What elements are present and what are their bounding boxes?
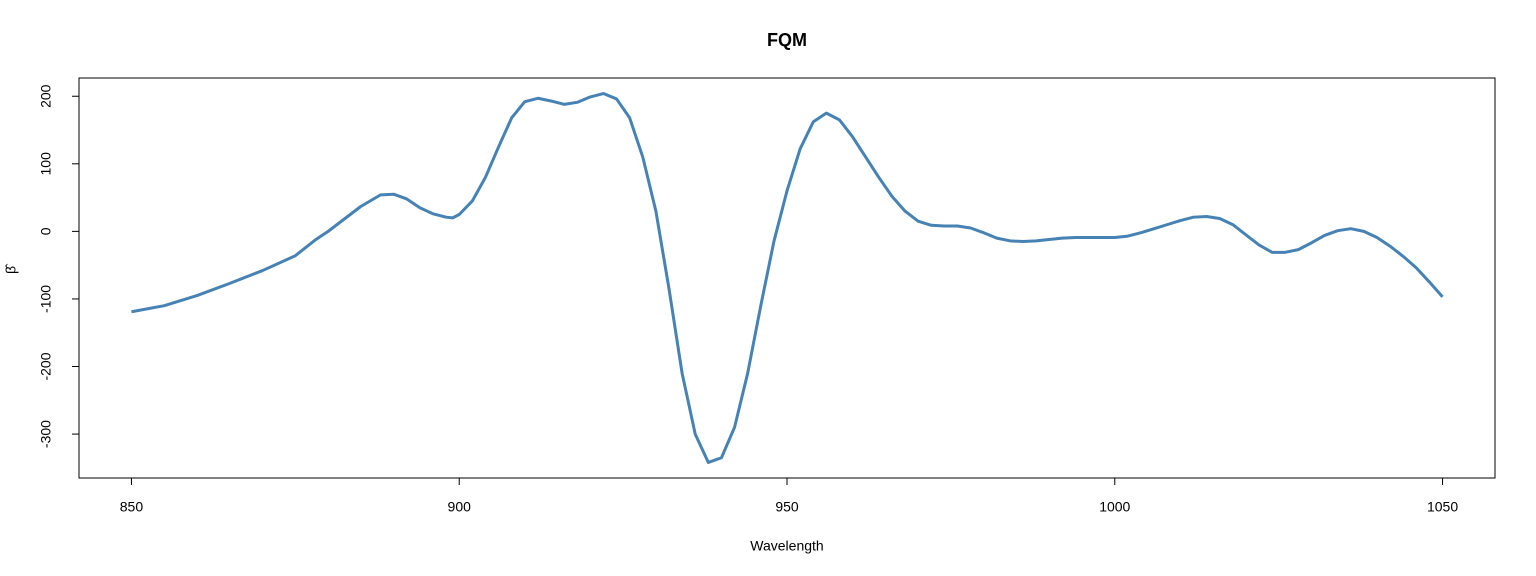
x-tick-label: 1000 xyxy=(1099,499,1130,515)
x-tick-label: 1050 xyxy=(1427,499,1458,515)
y-tick-label: -300 xyxy=(38,420,54,448)
chart-title: FQM xyxy=(767,30,807,50)
y-axis-label: β̂ xyxy=(3,263,19,274)
data-line xyxy=(131,92,1444,464)
y-tick-label: -100 xyxy=(38,285,54,313)
y-tick-label: 0 xyxy=(38,227,54,235)
x-tick-label: 900 xyxy=(448,499,472,515)
y-tick-label: 100 xyxy=(38,152,54,176)
plot-box xyxy=(78,77,1496,479)
x-axis-label: Wavelength xyxy=(750,538,823,554)
x-tick-label: 950 xyxy=(775,499,799,515)
x-tick-label: 850 xyxy=(120,499,144,515)
y-tick-label: -200 xyxy=(38,352,54,380)
y-tick-label: 200 xyxy=(38,84,54,108)
